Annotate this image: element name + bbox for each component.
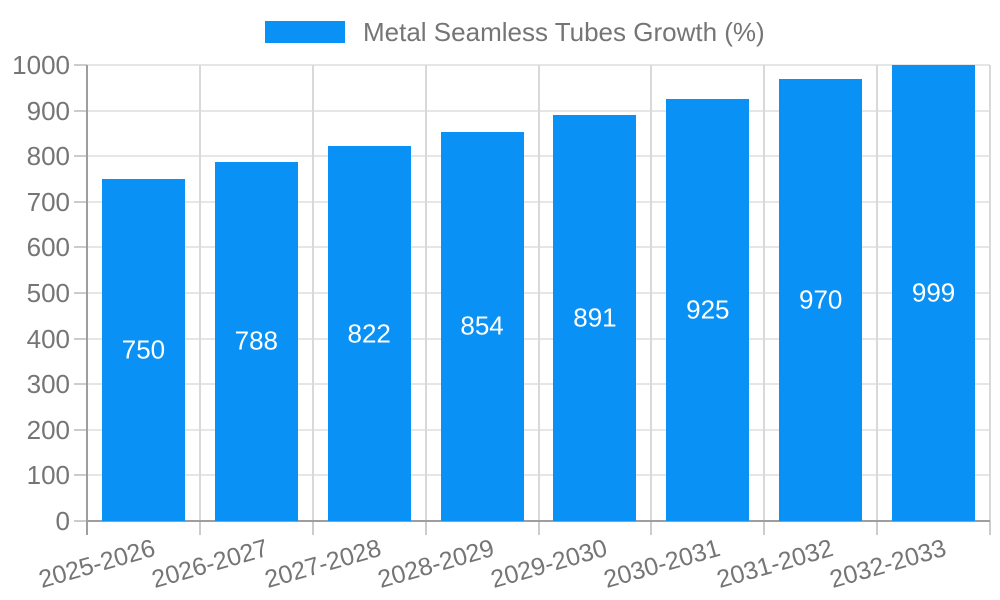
y-axis-tick [74,520,87,522]
bar-2032-2033[interactable]: 999 [892,65,976,521]
gridline-vertical [650,65,653,521]
x-axis-tick [424,521,427,535]
y-axis-tick [74,200,87,203]
y-axis-label: 1000 [12,50,70,80]
legend-swatch [265,21,345,43]
legend-label: Metal Seamless Tubes Growth (%) [363,16,765,47]
gridline-vertical [537,65,540,521]
y-axis-label: 300 [26,369,70,400]
y-axis-label: 700 [26,186,70,217]
bar-2029-2030[interactable]: 891 [553,114,637,521]
x-axis-line [87,520,990,522]
gridline-vertical [763,65,766,521]
y-axis-tick [74,428,87,431]
x-axis-tick [537,521,540,535]
y-axis-tick [74,383,87,386]
y-axis-label: 100 [26,460,70,491]
y-axis-tick [74,64,87,66]
y-axis-label: 200 [26,414,70,445]
x-axis-tick [311,521,314,535]
gridline-vertical [198,65,201,521]
gridline-vertical [311,65,314,521]
x-axis-tick [650,521,653,535]
gridline-vertical [989,65,991,521]
bar-value-label: 970 [798,284,843,315]
y-axis-tick [74,109,87,112]
y-axis-label: 0 [55,506,70,536]
y-axis-label: 400 [26,323,70,354]
bar-value-label: 788 [234,325,278,356]
bar-2030-2031[interactable]: 925 [666,99,750,521]
bar-value-label: 854 [460,310,504,341]
x-axis-tick [86,521,88,535]
y-axis-label: 500 [26,278,70,308]
bar-2031-2032[interactable]: 970 [779,78,863,521]
y-axis-tick [74,337,87,340]
x-axis-tick [876,521,879,535]
bar-value-label: 891 [573,302,617,333]
x-axis-tick [763,521,766,535]
y-axis-tick [74,474,87,477]
bar-2026-2027[interactable]: 788 [214,161,298,521]
bar-2025-2026[interactable]: 750 [101,179,185,521]
y-axis-tick [74,292,87,294]
y-axis-label: 600 [26,232,70,263]
bar-value-label: 750 [121,334,166,365]
legend: Metal Seamless Tubes Growth (%) [265,16,765,48]
gridline-vertical [424,65,427,521]
y-axis-label: 800 [26,141,70,172]
bar-value-label: 822 [347,318,391,349]
gridline-vertical [876,65,879,521]
y-axis-tick [74,155,87,158]
bar-2027-2028[interactable]: 822 [327,146,411,521]
bar-2028-2029[interactable]: 854 [440,131,524,521]
y-axis-tick [74,246,87,249]
bar-value-label: 999 [911,277,956,308]
y-axis-label: 900 [26,95,70,126]
y-axis-line [86,65,88,521]
x-axis-tick [989,521,991,535]
bar-value-label: 925 [686,294,730,325]
x-axis-tick [198,521,201,535]
